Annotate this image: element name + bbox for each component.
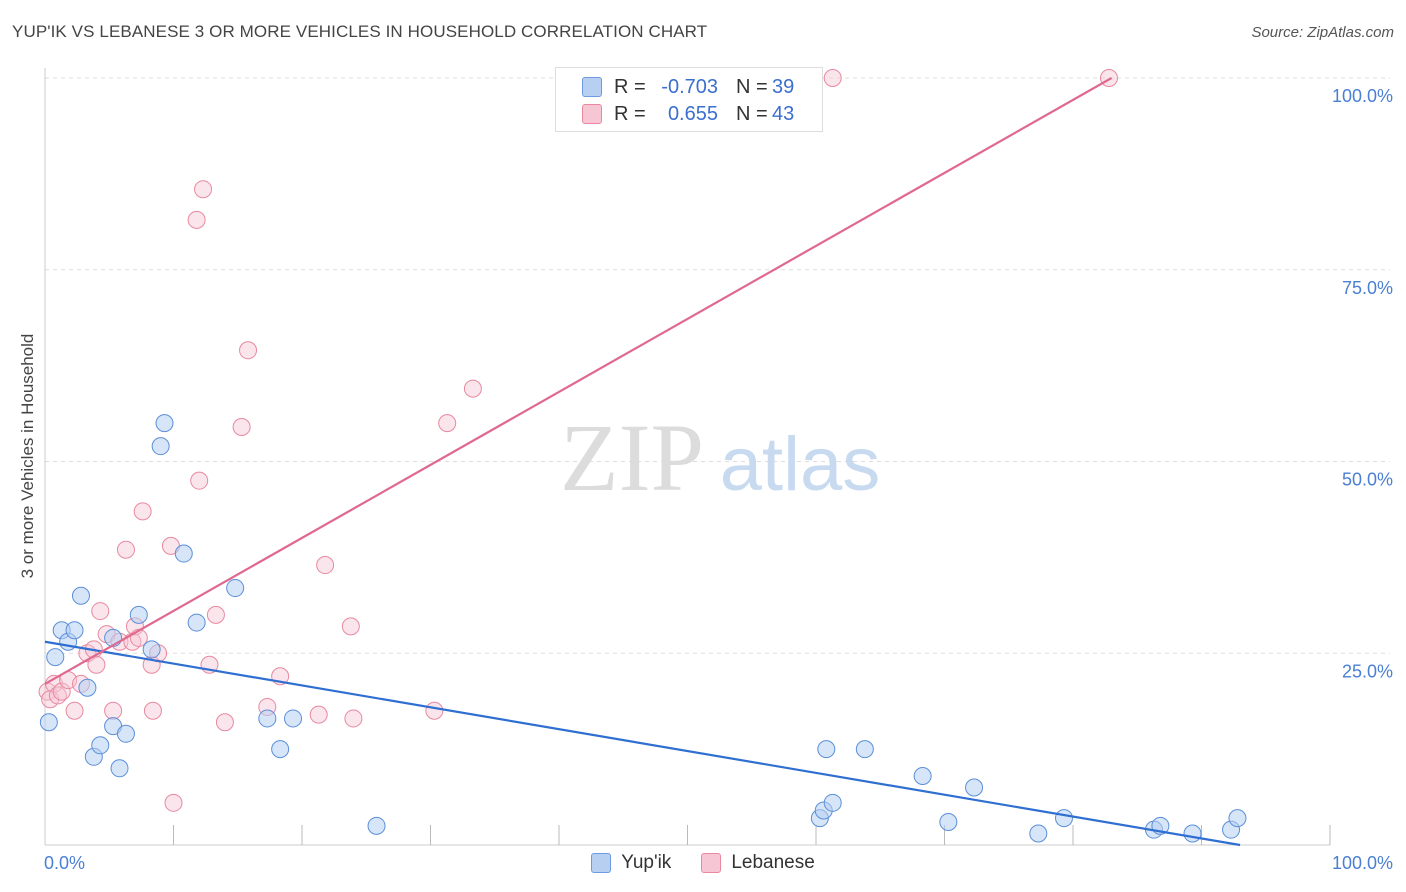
yupik-point [823, 793, 842, 812]
legend-row-lebanese: R = 0.655 N = 43 [582, 102, 794, 126]
lebanese-swatch [701, 853, 722, 873]
yupik-point [913, 766, 932, 785]
legend-item-lebanese[interactable]: Lebanese [701, 852, 815, 874]
n-value: 39 [772, 75, 795, 98]
trend-lines [44, 77, 1241, 847]
y-axis-label: 3 or more Vehicles in Household [18, 333, 37, 579]
yupik-point [367, 816, 386, 835]
source-label: Source: ZipAtlas.com [1251, 24, 1394, 41]
lebanese-point [425, 701, 444, 720]
yupik-point [110, 759, 129, 778]
yupik-point [46, 648, 65, 667]
lebanese-point [239, 341, 258, 360]
yupik-point [71, 586, 90, 605]
series-legend: Yup'ik Lebanese [0, 852, 1406, 874]
r-label: R = [614, 102, 646, 125]
lebanese-point [91, 602, 110, 621]
watermark-zip: ZIP [560, 404, 704, 511]
legend-row-yupik: R = -0.703 N = 39 [582, 75, 794, 99]
lebanese-point [116, 540, 135, 559]
lebanese-point [133, 502, 152, 521]
yupik-point [271, 740, 290, 759]
lebanese-point [187, 210, 206, 229]
r-value: 0.655 [667, 102, 718, 125]
yupik-point [1055, 809, 1074, 828]
yupik-point [104, 628, 123, 647]
lebanese-swatch [582, 104, 602, 124]
watermark: ZIP atlas [560, 404, 880, 511]
lebanese-point [823, 69, 842, 87]
yupik-point [142, 640, 161, 659]
lebanese-point [194, 180, 213, 199]
lebanese-trend-line [44, 77, 1113, 685]
yupik-point [78, 678, 97, 697]
yupik-trend-line [44, 640, 1241, 847]
yupik-point [284, 709, 303, 728]
yupik-point [855, 740, 874, 759]
yupik-point [1029, 824, 1048, 843]
lebanese-point [143, 701, 162, 720]
n-label: N = [736, 102, 768, 125]
lebanese-point [309, 705, 328, 724]
legend-item-yupik[interactable]: Yup'ik [591, 852, 671, 874]
yupik-point [187, 613, 206, 632]
chart-title: YUP'IK VS LEBANESE 3 OR MORE VEHICLES IN… [12, 22, 708, 41]
axes [44, 68, 1331, 846]
yupik-points [39, 414, 1247, 843]
x-tick-label: 0.0% [44, 853, 85, 873]
lebanese-point [438, 414, 457, 433]
yupik-swatch [591, 853, 612, 873]
yupik-point [817, 740, 836, 759]
lebanese-point [104, 701, 123, 720]
yupik-point [129, 605, 148, 624]
yupik-point [939, 812, 958, 831]
yupik-point [226, 579, 245, 598]
yupik-point [174, 544, 193, 563]
yupik-point [151, 437, 170, 456]
n-label: N = [736, 75, 768, 98]
gridlines [45, 77, 1390, 654]
lebanese-point [65, 701, 84, 720]
watermark-atlas: atlas [720, 422, 881, 507]
lebanese-point [206, 605, 225, 624]
yupik-point [39, 713, 58, 732]
r-value: -0.703 [661, 75, 718, 98]
n-value: 43 [772, 102, 795, 125]
x-tick-label: 100.0% [1332, 853, 1393, 873]
lebanese-point [316, 556, 335, 575]
lebanese-point [164, 793, 183, 812]
lebanese-point [190, 471, 209, 490]
yupik-point [91, 736, 110, 755]
yupik-point [258, 709, 277, 728]
legend-label-lebanese: Lebanese [731, 852, 815, 873]
tick-labels: 25.0% 50.0% 75.0% 100.0% 0.0% 100.0% [44, 86, 1393, 873]
y-tick-label: 25.0% [1342, 661, 1393, 681]
yupik-point [1228, 809, 1247, 828]
yupik-point [65, 621, 84, 640]
lebanese-point [463, 379, 482, 398]
y-tick-label: 75.0% [1342, 278, 1393, 298]
lebanese-point [232, 417, 251, 436]
legend-label-yupik: Yup'ik [621, 852, 672, 873]
r-label: R = [614, 75, 646, 98]
yupik-swatch [582, 77, 602, 97]
lebanese-point [344, 709, 363, 728]
lebanese-point [215, 713, 234, 732]
lebanese-point [52, 682, 71, 701]
y-tick-label: 50.0% [1342, 470, 1393, 490]
correlation-legend: R = -0.703 N = 39 R = 0.655 N = 43 [555, 67, 823, 132]
lebanese-point [341, 617, 360, 636]
yupik-point [116, 724, 135, 743]
y-tick-label: 100.0% [1332, 86, 1393, 106]
yupik-point [1183, 824, 1202, 843]
yupik-point [965, 778, 984, 797]
lebanese-point [87, 655, 106, 674]
yupik-point [155, 414, 174, 433]
